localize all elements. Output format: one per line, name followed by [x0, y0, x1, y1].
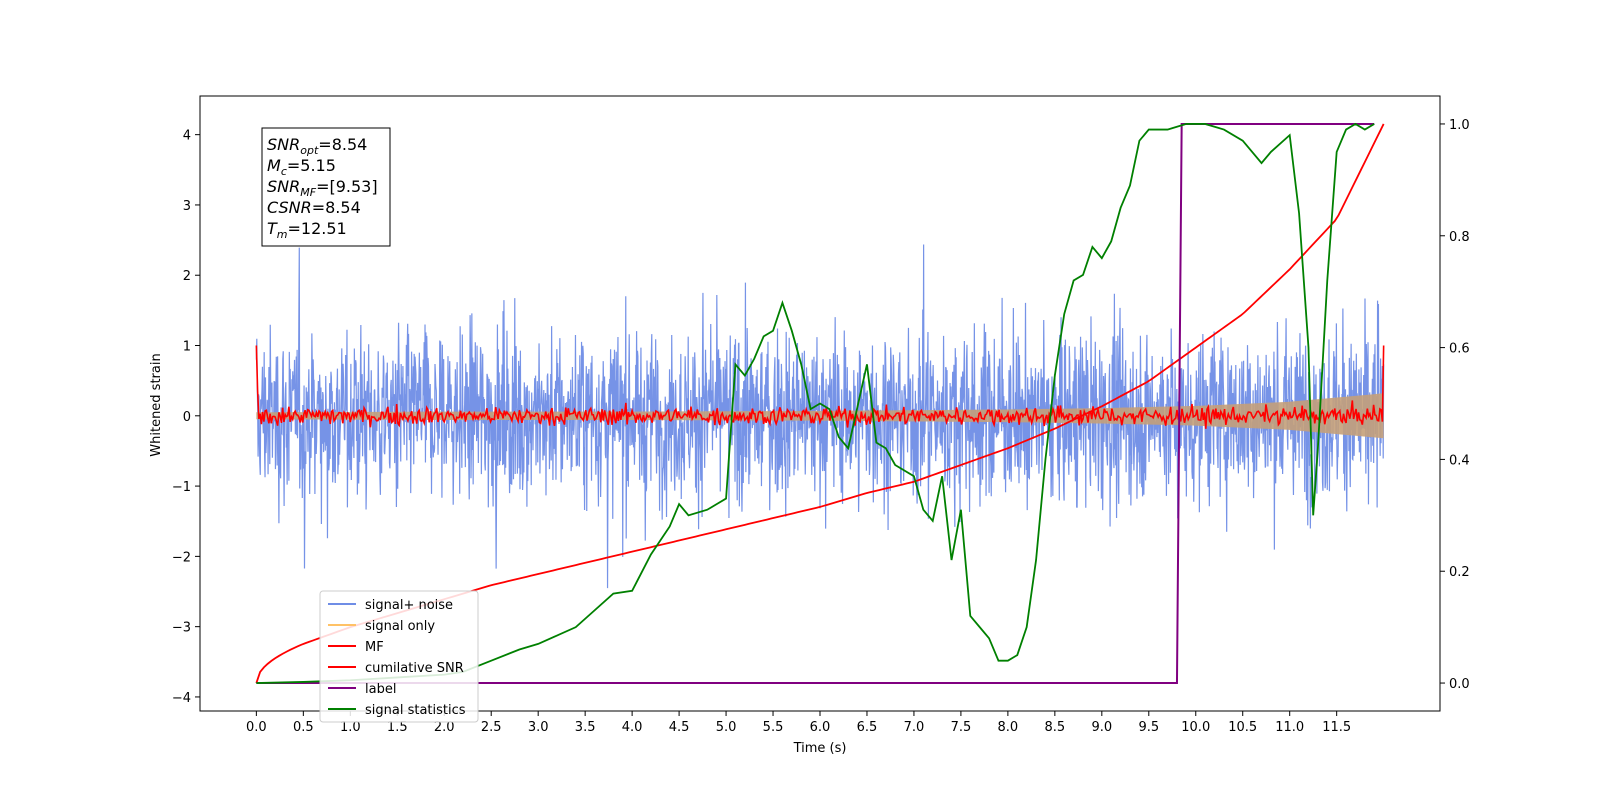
legend-frame	[319, 590, 479, 723]
x-tick-label: 11.0	[1275, 720, 1304, 735]
y-tick-label: 4	[183, 129, 191, 144]
y2-tick-label: 1.0	[1449, 118, 1470, 133]
y-tick-label: 3	[183, 199, 191, 214]
x-tick-label: 8.0	[998, 720, 1019, 735]
legend: signal+ noise signal only MF cumilative SNR…	[319, 590, 479, 723]
legend-label: label	[365, 682, 396, 697]
x-tick-label: 9.0	[1091, 720, 1112, 735]
x-tick-label: 4.5	[669, 720, 690, 735]
x-tick-label: 7.0	[904, 720, 925, 735]
annotation-line: Mc=5.15	[267, 156, 336, 178]
x-tick-label: 3.5	[575, 720, 596, 735]
annotation-line: SNRopt=8.54	[267, 135, 367, 157]
y-tick-label: 0	[183, 410, 191, 425]
y2-tick-label: 0.8	[1449, 230, 1470, 245]
x-tick-label: 1.0	[340, 720, 361, 735]
series-label	[256, 122, 1375, 685]
x-axis-label: Time (s)	[793, 741, 847, 756]
annotation-line: Tm=12.51	[267, 219, 347, 241]
y-tick-label: −2	[172, 550, 191, 565]
series-signal-only	[256, 393, 1384, 439]
x-tick-label: 10.0	[1181, 720, 1210, 735]
x-tick-label: 11.5	[1322, 720, 1351, 735]
x-tick-label: 5.0	[716, 720, 737, 735]
y-tick-label: 2	[183, 269, 191, 284]
x-tick-label: 1.5	[387, 720, 408, 735]
legend-label: signal only	[365, 619, 435, 634]
x-tick-label: 0.0	[246, 720, 267, 735]
y2-tick-label: 0.2	[1449, 565, 1470, 580]
annotation-frame	[261, 127, 391, 247]
series-signal-noise	[255, 244, 1385, 589]
legend-label: cumilative SNR	[365, 661, 464, 676]
y-tick-label: −4	[172, 691, 191, 706]
x-tick-label: 3.0	[528, 720, 549, 735]
x-tick-label: 2.5	[481, 720, 502, 735]
x-tick-label: 6.5	[857, 720, 878, 735]
y-tick-label: −1	[172, 480, 191, 495]
x-tick-label: 0.5	[293, 720, 314, 735]
axis-ticks: 0.0 0.5 1.0 1.5 2.0 2.5 3.0 3.5 4.0 4.5 5.0 5.5 6.0 6…	[172, 118, 1470, 735]
legend-label: signal statistics	[365, 703, 466, 718]
x-tick-label: 10.5	[1228, 720, 1257, 735]
y2-tick-label: 0.6	[1449, 342, 1470, 357]
y2-tick-label: 0.0	[1449, 677, 1470, 692]
y-tick-label: 1	[183, 340, 191, 355]
x-tick-label: 8.5	[1045, 720, 1066, 735]
legend-label: signal+ noise	[365, 598, 453, 613]
x-tick-label: 2.0	[434, 720, 455, 735]
y2-tick-label: 0.4	[1449, 453, 1470, 468]
series-signal-statistics	[256, 122, 1375, 684]
x-tick-label: 7.5	[951, 720, 972, 735]
annotation-line: CSNR=8.54	[267, 198, 361, 217]
legend-label: MF	[365, 640, 384, 655]
annotation-line: SNRMF=[9.53]	[267, 177, 378, 199]
x-tick-label: 4.0	[622, 720, 643, 735]
x-tick-label: 9.5	[1138, 720, 1159, 735]
y-tick-label: −3	[172, 621, 191, 636]
series-mf	[255, 345, 1385, 429]
x-tick-label: 5.5	[763, 720, 784, 735]
y-axis-label: Whitened strain	[149, 353, 164, 456]
x-tick-label: 6.0	[810, 720, 831, 735]
